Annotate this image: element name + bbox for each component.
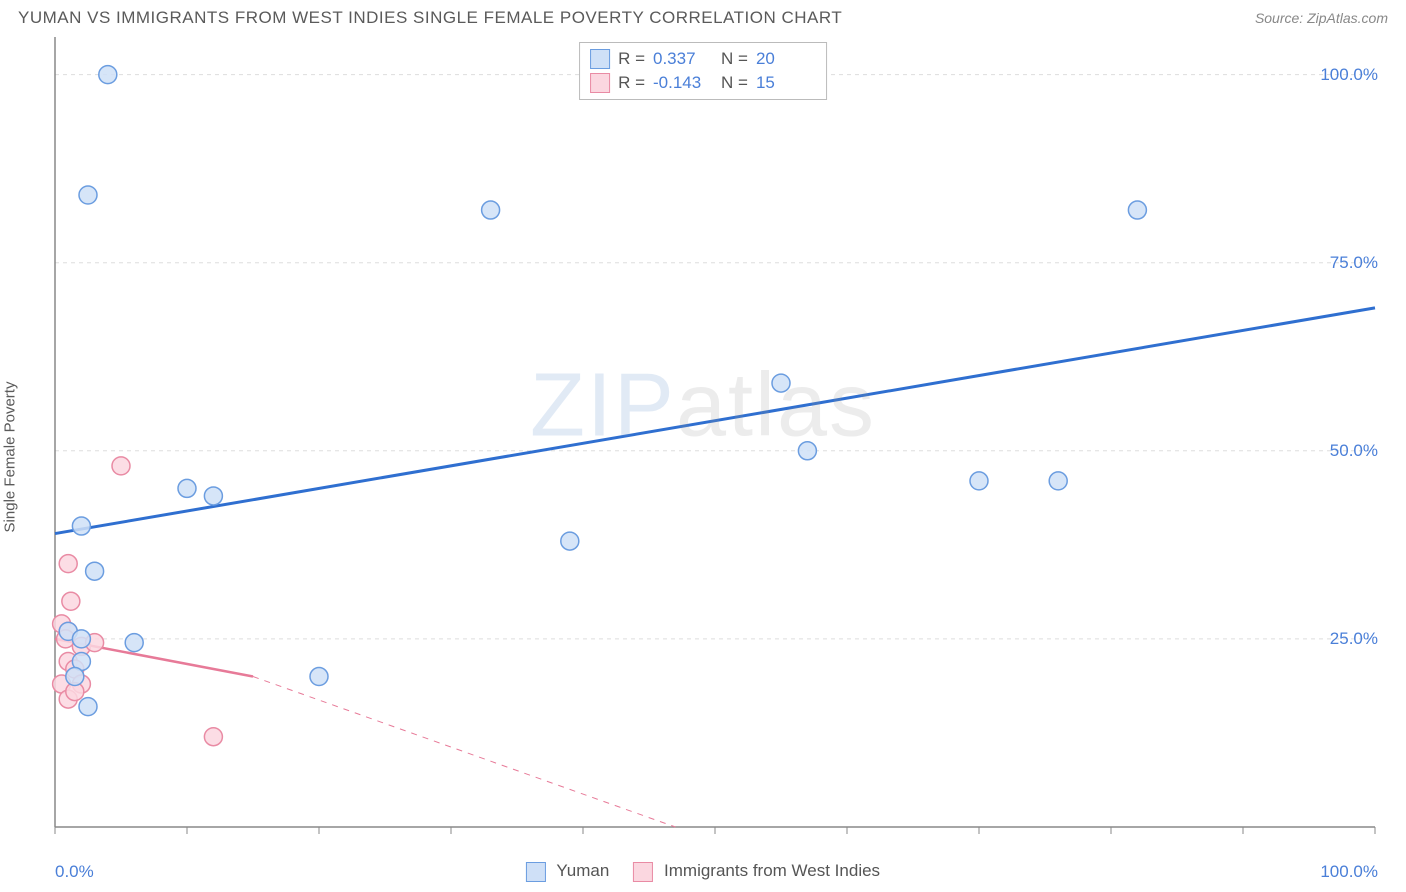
legend-swatch-immigrants-icon [633, 862, 653, 882]
legend-swatch-immigrants [590, 73, 610, 93]
legend-stats: R = 0.337 N = 20 R = -0.143 N = 15 [579, 42, 827, 100]
r-value: -0.143 [653, 73, 713, 93]
legend-label-yuman: Yuman [556, 861, 609, 880]
n-label: N = [721, 49, 748, 69]
r-value: 0.337 [653, 49, 713, 69]
legend-series: Yuman Immigrants from West Indies [526, 861, 880, 882]
n-value: 15 [756, 73, 816, 93]
y-tick-50: 50.0% [1330, 441, 1378, 461]
legend-stats-row-2: R = -0.143 N = 15 [590, 71, 816, 95]
r-label: R = [618, 73, 645, 93]
y-axis-label: Single Female Poverty [2, 382, 19, 533]
chart-title: YUMAN VS IMMIGRANTS FROM WEST INDIES SIN… [18, 8, 842, 28]
legend-label-immigrants: Immigrants from West Indies [664, 861, 880, 880]
legend-swatch-yuman [590, 49, 610, 69]
legend-item-immigrants: Immigrants from West Indies [633, 861, 880, 882]
legend-stats-row-1: R = 0.337 N = 20 [590, 47, 816, 71]
y-tick-75: 75.0% [1330, 253, 1378, 273]
n-label: N = [721, 73, 748, 93]
r-label: R = [618, 49, 645, 69]
legend-item-yuman: Yuman [526, 861, 609, 882]
x-tick-0: 0.0% [55, 862, 94, 882]
y-tick-100: 100.0% [1320, 65, 1378, 85]
chart-area: Single Female Poverty ZIPatlas R = 0.337… [0, 32, 1406, 882]
chart-svg [0, 32, 1406, 858]
y-tick-25: 25.0% [1330, 629, 1378, 649]
n-value: 20 [756, 49, 816, 69]
legend-swatch-yuman-icon [526, 862, 546, 882]
source-label: Source: ZipAtlas.com [1255, 10, 1388, 26]
x-tick-100: 100.0% [1320, 862, 1378, 882]
